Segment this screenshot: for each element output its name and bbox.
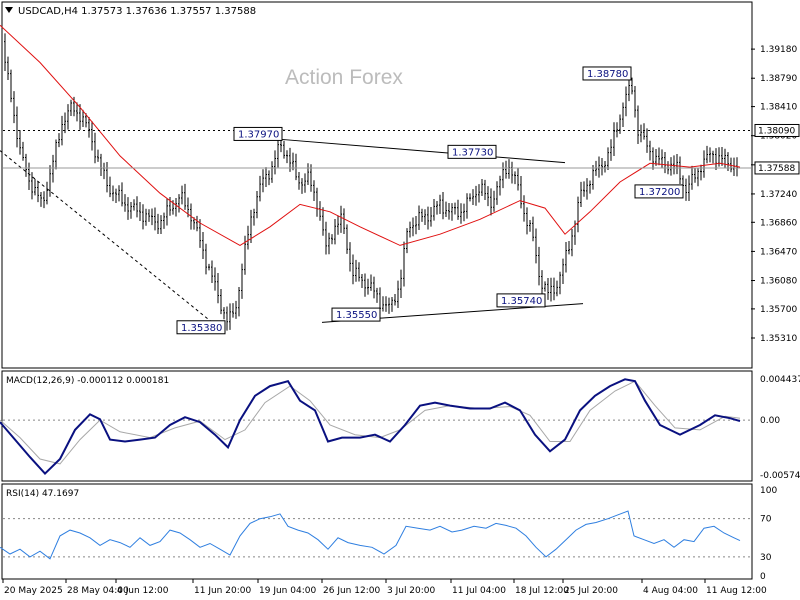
x-tick-label: 3 Jul 20:00 bbox=[387, 586, 436, 596]
y-tick-label: 1.38790 bbox=[760, 74, 797, 84]
x-tick-label: 4 Jun 12:00 bbox=[117, 586, 169, 596]
x-tick-label: 28 May 04:00 bbox=[67, 586, 129, 596]
price-label-box bbox=[233, 126, 283, 141]
x-tick-label: 11 Jun 20:00 bbox=[194, 586, 251, 596]
price-label-box bbox=[176, 320, 226, 335]
dashed-trendline bbox=[0, 150, 226, 334]
sma-line bbox=[0, 24, 741, 246]
x-tick-label: 20 May 2025 bbox=[4, 586, 63, 596]
y-tick-label: 1.38410 bbox=[760, 103, 797, 113]
x-tick-label: 25 Jul 20:00 bbox=[564, 586, 618, 596]
macd-y-tick-label: 0.004437 bbox=[760, 375, 800, 385]
price-label: 1.37200 bbox=[639, 187, 680, 198]
rsi-title: RSI(14) 47.1697 bbox=[6, 489, 79, 499]
y-tick-label: 1.37240 bbox=[760, 190, 797, 200]
rsi-y-tick-label: 30 bbox=[760, 553, 772, 563]
y-tick-label: 1.35310 bbox=[760, 334, 797, 344]
symbol-title: USDCAD,H4 1.37573 1.37636 1.37557 1.3758… bbox=[18, 6, 256, 17]
macd-panel bbox=[1, 370, 753, 482]
macd-y-tick-label: -0.005745 bbox=[760, 471, 800, 481]
price-level-badge bbox=[754, 161, 800, 175]
price-label: 1.35380 bbox=[181, 323, 222, 334]
price-level-badge-label: 1.37588 bbox=[758, 164, 795, 174]
price-label: 1.35550 bbox=[336, 310, 377, 321]
x-tick-label: 11 Jul 04:00 bbox=[452, 586, 506, 596]
y-tick-label: 1.36080 bbox=[760, 277, 797, 287]
trendline bbox=[281, 138, 566, 164]
price-label-box bbox=[331, 307, 381, 322]
price-label: 1.37970 bbox=[238, 129, 279, 140]
x-tick-label: 19 Jun 04:00 bbox=[259, 586, 316, 596]
x-tick-label: 26 Jun 12:00 bbox=[323, 586, 380, 596]
y-tick-label: 1.36860 bbox=[760, 218, 797, 228]
y-tick-label: 1.39180 bbox=[760, 45, 797, 55]
price-label: 1.38780 bbox=[587, 69, 628, 80]
price-label: 1.35740 bbox=[501, 296, 542, 307]
macd-y-tick-label: 0.00 bbox=[760, 416, 780, 426]
x-tick-label: 11 Aug 12:00 bbox=[706, 586, 767, 596]
price-label-box bbox=[447, 144, 497, 159]
rsi-y-tick-label: 100 bbox=[760, 486, 777, 496]
dropdown-arrow-icon[interactable] bbox=[5, 7, 13, 13]
rsi-y-tick-label: 70 bbox=[760, 515, 772, 525]
rsi-line bbox=[0, 510, 741, 560]
x-tick-label: 4 Aug 04:00 bbox=[643, 586, 698, 596]
price-label-box bbox=[496, 293, 546, 308]
price-label-box bbox=[634, 184, 684, 199]
price-level-badge bbox=[754, 123, 800, 137]
watermark: Action Forex bbox=[285, 66, 403, 89]
price-label-box bbox=[582, 66, 632, 81]
macd-title: MACD(12,26,9) -0.000112 0.000181 bbox=[6, 376, 169, 386]
x-tick-label: 18 Jul 12:00 bbox=[515, 586, 569, 596]
rsi-panel bbox=[1, 483, 753, 580]
price-level-badge-label: 1.38090 bbox=[758, 126, 795, 136]
price-panel bbox=[1, 1, 753, 369]
price-label: 1.37730 bbox=[452, 147, 493, 158]
macd-line bbox=[0, 378, 741, 476]
rsi-y-tick-label: 0 bbox=[760, 572, 766, 582]
y-tick-label: 1.35700 bbox=[760, 305, 797, 315]
y-tick-label: 1.36470 bbox=[760, 247, 797, 257]
